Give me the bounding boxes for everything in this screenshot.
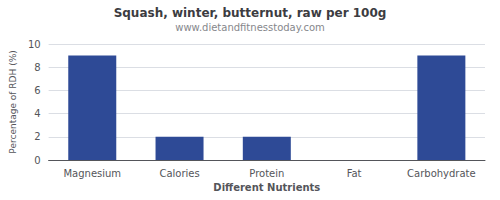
svg-text:6: 6 bbox=[34, 85, 40, 96]
svg-text:Different Nutrients: Different Nutrients bbox=[213, 182, 320, 193]
svg-text:Calories: Calories bbox=[159, 168, 199, 179]
svg-text:Carbohydrate: Carbohydrate bbox=[407, 168, 476, 179]
svg-text:Squash, winter, butternut, raw: Squash, winter, butternut, raw per 100g bbox=[114, 6, 387, 20]
svg-text:8: 8 bbox=[34, 62, 40, 73]
svg-text:10: 10 bbox=[28, 39, 41, 50]
svg-text:Fat: Fat bbox=[347, 168, 362, 179]
svg-text:Magnesium: Magnesium bbox=[63, 168, 121, 179]
svg-text:0: 0 bbox=[34, 155, 40, 166]
svg-text:Protein: Protein bbox=[249, 168, 284, 179]
svg-text:Percentage of RDH (%): Percentage of RDH (%) bbox=[8, 50, 18, 153]
svg-text:2: 2 bbox=[34, 131, 40, 142]
svg-text:www.dietandfitnesstoday.com: www.dietandfitnesstoday.com bbox=[175, 22, 324, 33]
svg-text:4: 4 bbox=[34, 108, 40, 119]
